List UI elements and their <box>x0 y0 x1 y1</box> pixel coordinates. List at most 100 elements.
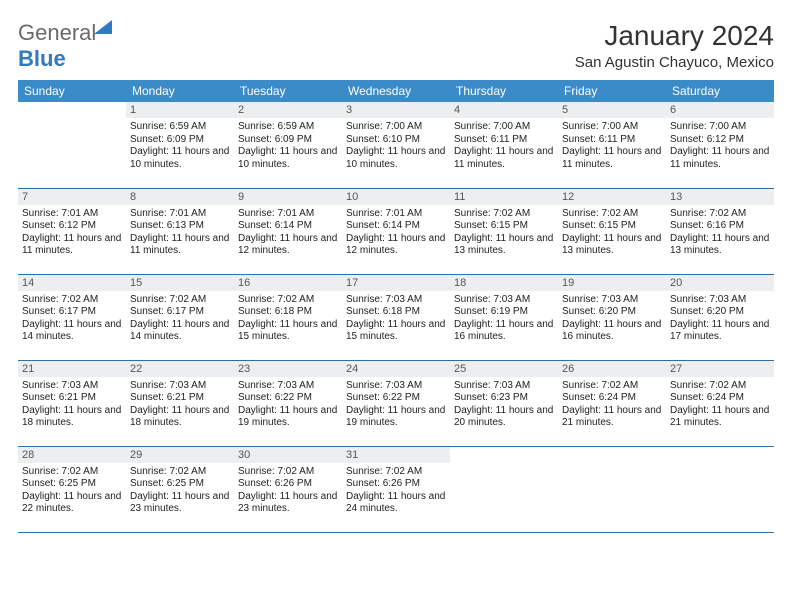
daylight-line: Daylight: 11 hours and 11 minutes. <box>130 233 230 258</box>
day-details: Sunrise: 7:00 AMSunset: 6:12 PMDaylight:… <box>666 118 774 175</box>
calendar-cell: 1Sunrise: 6:59 AMSunset: 6:09 PMDaylight… <box>126 102 234 188</box>
sunset-line: Sunset: 6:18 PM <box>238 306 338 319</box>
calendar-cell: 27Sunrise: 7:02 AMSunset: 6:24 PMDayligh… <box>666 360 774 446</box>
sunset-line: Sunset: 6:21 PM <box>22 392 122 405</box>
day-details: Sunrise: 7:03 AMSunset: 6:19 PMDaylight:… <box>450 291 558 348</box>
day-details: Sunrise: 7:01 AMSunset: 6:14 PMDaylight:… <box>234 205 342 262</box>
day-details: Sunrise: 7:02 AMSunset: 6:26 PMDaylight:… <box>234 463 342 520</box>
calendar-cell: 8Sunrise: 7:01 AMSunset: 6:13 PMDaylight… <box>126 188 234 274</box>
sunset-line: Sunset: 6:23 PM <box>454 392 554 405</box>
month-title: January 2024 <box>575 20 774 52</box>
daylight-line: Daylight: 11 hours and 22 minutes. <box>22 491 122 516</box>
calendar-cell <box>18 102 126 188</box>
calendar-cell: 24Sunrise: 7:03 AMSunset: 6:22 PMDayligh… <box>342 360 450 446</box>
daylight-line: Daylight: 11 hours and 14 minutes. <box>22 319 122 344</box>
sunrise-line: Sunrise: 7:02 AM <box>22 466 122 479</box>
day-number: 5 <box>558 102 666 118</box>
sunset-line: Sunset: 6:22 PM <box>238 392 338 405</box>
daylight-line: Daylight: 11 hours and 13 minutes. <box>454 233 554 258</box>
daylight-line: Daylight: 11 hours and 19 minutes. <box>238 405 338 430</box>
day-number: 7 <box>18 189 126 205</box>
calendar-cell: 17Sunrise: 7:03 AMSunset: 6:18 PMDayligh… <box>342 274 450 360</box>
weekday-header: Thursday <box>450 80 558 102</box>
day-number: 17 <box>342 275 450 291</box>
day-number: 29 <box>126 447 234 463</box>
sunset-line: Sunset: 6:09 PM <box>238 134 338 147</box>
day-details: Sunrise: 7:00 AMSunset: 6:10 PMDaylight:… <box>342 118 450 175</box>
weekday-header: Monday <box>126 80 234 102</box>
title-block: January 2024 San Agustin Chayuco, Mexico <box>575 20 774 71</box>
daylight-line: Daylight: 11 hours and 15 minutes. <box>346 319 446 344</box>
sunset-line: Sunset: 6:17 PM <box>130 306 230 319</box>
day-number: 22 <box>126 361 234 377</box>
day-details: Sunrise: 7:02 AMSunset: 6:18 PMDaylight:… <box>234 291 342 348</box>
day-details: Sunrise: 6:59 AMSunset: 6:09 PMDaylight:… <box>126 118 234 175</box>
sunrise-line: Sunrise: 7:02 AM <box>670 208 770 221</box>
calendar-header-row: SundayMondayTuesdayWednesdayThursdayFrid… <box>18 80 774 102</box>
day-number: 14 <box>18 275 126 291</box>
day-number: 15 <box>126 275 234 291</box>
calendar-cell: 23Sunrise: 7:03 AMSunset: 6:22 PMDayligh… <box>234 360 342 446</box>
sunset-line: Sunset: 6:20 PM <box>670 306 770 319</box>
day-number: 13 <box>666 189 774 205</box>
day-details: Sunrise: 7:03 AMSunset: 6:21 PMDaylight:… <box>18 377 126 434</box>
day-details: Sunrise: 7:01 AMSunset: 6:12 PMDaylight:… <box>18 205 126 262</box>
calendar-cell: 11Sunrise: 7:02 AMSunset: 6:15 PMDayligh… <box>450 188 558 274</box>
day-details: Sunrise: 7:02 AMSunset: 6:17 PMDaylight:… <box>18 291 126 348</box>
calendar-cell: 31Sunrise: 7:02 AMSunset: 6:26 PMDayligh… <box>342 446 450 532</box>
sunset-line: Sunset: 6:13 PM <box>130 220 230 233</box>
calendar-cell: 25Sunrise: 7:03 AMSunset: 6:23 PMDayligh… <box>450 360 558 446</box>
daylight-line: Daylight: 11 hours and 23 minutes. <box>130 491 230 516</box>
daylight-line: Daylight: 11 hours and 23 minutes. <box>238 491 338 516</box>
day-number: 27 <box>666 361 774 377</box>
sunset-line: Sunset: 6:17 PM <box>22 306 122 319</box>
day-number: 21 <box>18 361 126 377</box>
calendar-cell <box>666 446 774 532</box>
calendar-row: 1Sunrise: 6:59 AMSunset: 6:09 PMDaylight… <box>18 102 774 188</box>
calendar-cell: 21Sunrise: 7:03 AMSunset: 6:21 PMDayligh… <box>18 360 126 446</box>
day-details: Sunrise: 7:02 AMSunset: 6:15 PMDaylight:… <box>450 205 558 262</box>
sunrise-line: Sunrise: 7:02 AM <box>346 466 446 479</box>
calendar-cell: 29Sunrise: 7:02 AMSunset: 6:25 PMDayligh… <box>126 446 234 532</box>
sunset-line: Sunset: 6:14 PM <box>346 220 446 233</box>
calendar-cell: 22Sunrise: 7:03 AMSunset: 6:21 PMDayligh… <box>126 360 234 446</box>
sunrise-line: Sunrise: 7:01 AM <box>346 208 446 221</box>
day-number: 9 <box>234 189 342 205</box>
day-details: Sunrise: 7:00 AMSunset: 6:11 PMDaylight:… <box>558 118 666 175</box>
sunrise-line: Sunrise: 7:01 AM <box>130 208 230 221</box>
calendar-cell: 3Sunrise: 7:00 AMSunset: 6:10 PMDaylight… <box>342 102 450 188</box>
logo-text: General Blue <box>18 20 112 72</box>
calendar-row: 21Sunrise: 7:03 AMSunset: 6:21 PMDayligh… <box>18 360 774 446</box>
sunrise-line: Sunrise: 7:00 AM <box>670 121 770 134</box>
sunset-line: Sunset: 6:21 PM <box>130 392 230 405</box>
logo: General Blue <box>18 20 112 72</box>
sunset-line: Sunset: 6:18 PM <box>346 306 446 319</box>
day-number: 30 <box>234 447 342 463</box>
sunset-line: Sunset: 6:11 PM <box>454 134 554 147</box>
calendar-cell: 5Sunrise: 7:00 AMSunset: 6:11 PMDaylight… <box>558 102 666 188</box>
calendar-cell: 4Sunrise: 7:00 AMSunset: 6:11 PMDaylight… <box>450 102 558 188</box>
sunrise-line: Sunrise: 7:00 AM <box>346 121 446 134</box>
calendar-cell: 7Sunrise: 7:01 AMSunset: 6:12 PMDaylight… <box>18 188 126 274</box>
day-details: Sunrise: 7:01 AMSunset: 6:13 PMDaylight:… <box>126 205 234 262</box>
sunset-line: Sunset: 6:15 PM <box>562 220 662 233</box>
sunset-line: Sunset: 6:12 PM <box>22 220 122 233</box>
day-details: Sunrise: 7:00 AMSunset: 6:11 PMDaylight:… <box>450 118 558 175</box>
daylight-line: Daylight: 11 hours and 21 minutes. <box>562 405 662 430</box>
calendar-cell: 12Sunrise: 7:02 AMSunset: 6:15 PMDayligh… <box>558 188 666 274</box>
sunrise-line: Sunrise: 6:59 AM <box>238 121 338 134</box>
daylight-line: Daylight: 11 hours and 12 minutes. <box>238 233 338 258</box>
day-details: Sunrise: 7:03 AMSunset: 6:18 PMDaylight:… <box>342 291 450 348</box>
day-details: Sunrise: 7:02 AMSunset: 6:17 PMDaylight:… <box>126 291 234 348</box>
sunset-line: Sunset: 6:26 PM <box>346 478 446 491</box>
logo-part1: General <box>18 20 96 45</box>
calendar-table: SundayMondayTuesdayWednesdayThursdayFrid… <box>18 80 774 533</box>
sunrise-line: Sunrise: 6:59 AM <box>130 121 230 134</box>
sunrise-line: Sunrise: 7:03 AM <box>130 380 230 393</box>
sunrise-line: Sunrise: 7:03 AM <box>22 380 122 393</box>
day-details: Sunrise: 7:02 AMSunset: 6:24 PMDaylight:… <box>558 377 666 434</box>
calendar-cell: 2Sunrise: 6:59 AMSunset: 6:09 PMDaylight… <box>234 102 342 188</box>
sunset-line: Sunset: 6:10 PM <box>346 134 446 147</box>
sunset-line: Sunset: 6:25 PM <box>130 478 230 491</box>
daylight-line: Daylight: 11 hours and 13 minutes. <box>670 233 770 258</box>
